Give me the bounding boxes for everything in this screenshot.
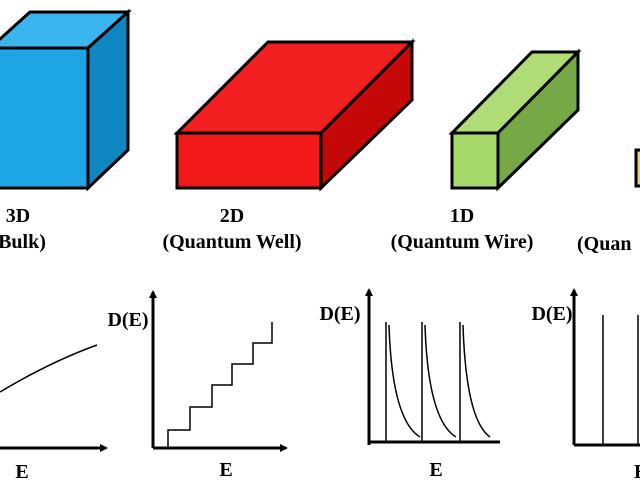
panel-label: (Quan bbox=[577, 233, 631, 255]
dos-2d bbox=[149, 290, 288, 452]
y-label: D(E) bbox=[319, 303, 360, 325]
x-label: E bbox=[634, 461, 640, 480]
x-label: E bbox=[15, 461, 28, 480]
well-slab bbox=[173, 38, 416, 192]
dimension: 1D bbox=[450, 205, 474, 227]
wire-bar bbox=[448, 48, 582, 192]
panel-label: (Quantum Wire) bbox=[391, 231, 534, 253]
x-label: E bbox=[429, 459, 442, 480]
y-label: D(E) bbox=[107, 309, 148, 331]
y-label: D(E) bbox=[531, 303, 572, 325]
panel-label: Bulk) bbox=[0, 231, 46, 253]
dot-box bbox=[634, 148, 640, 188]
dos-3d bbox=[0, 344, 108, 452]
bulk-cube bbox=[0, 8, 132, 192]
panel-label: (Quantum Well) bbox=[162, 231, 301, 253]
dos-0d bbox=[570, 288, 640, 447]
x-label: E bbox=[219, 459, 232, 480]
dimension: 2D bbox=[220, 205, 244, 227]
dos-1d bbox=[365, 288, 500, 445]
dimension: 3D bbox=[6, 205, 30, 227]
